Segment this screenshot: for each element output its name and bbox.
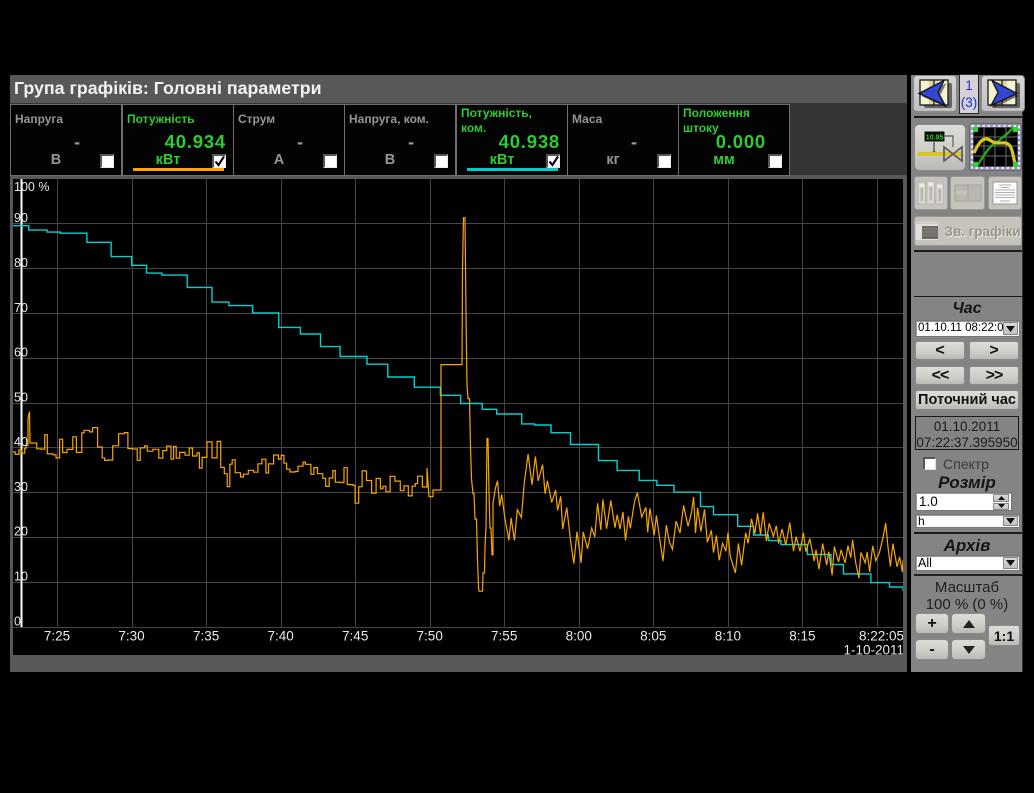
svg-text:40: 40 — [14, 435, 28, 449]
svg-text:30: 30 — [14, 480, 28, 494]
svg-text:7:40: 7:40 — [267, 629, 293, 644]
svg-text:0: 0 — [14, 614, 21, 628]
svg-text:7:50: 7:50 — [417, 629, 443, 644]
svg-text:100 %: 100 % — [14, 180, 49, 194]
svg-text:10: 10 — [14, 570, 28, 584]
svg-text:10.95: 10.95 — [926, 134, 944, 141]
svg-text:7:25: 7:25 — [44, 629, 70, 644]
svg-text:20: 20 — [14, 525, 28, 539]
svg-text:7:30: 7:30 — [118, 629, 144, 644]
svg-text:70: 70 — [14, 301, 28, 315]
svg-text:8:15: 8:15 — [789, 629, 815, 644]
svg-text:1-10-2011: 1-10-2011 — [843, 643, 903, 656]
svg-text:8:05: 8:05 — [640, 629, 666, 644]
svg-text:7:35: 7:35 — [193, 629, 219, 644]
svg-text:8:00: 8:00 — [566, 629, 592, 644]
svg-text:7:55: 7:55 — [491, 629, 517, 644]
svg-text:90: 90 — [14, 211, 28, 225]
svg-text:8:10: 8:10 — [715, 629, 741, 644]
svg-text:60: 60 — [14, 346, 28, 360]
svg-text:50: 50 — [14, 390, 28, 404]
svg-text:80: 80 — [14, 256, 28, 270]
svg-text:7:45: 7:45 — [342, 629, 368, 644]
svg-text:8:22:05: 8:22:05 — [859, 629, 903, 644]
